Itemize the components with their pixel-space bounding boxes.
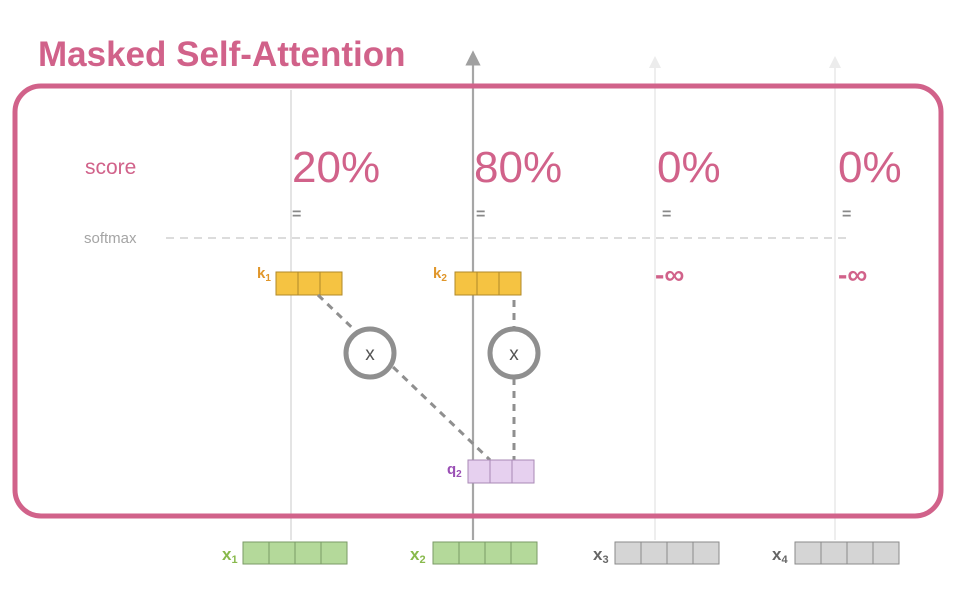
input-label-3: x3: [593, 545, 609, 566]
multiply-operator-1: x: [343, 326, 397, 380]
input-cell: [640, 541, 668, 565]
equals-sign-2: =: [476, 206, 485, 223]
input-cell: [614, 541, 642, 565]
input-token-3: x3: [593, 541, 720, 566]
key-cell: [454, 271, 478, 296]
score-value-3: 0%: [657, 143, 721, 192]
masked-value-4: -∞: [838, 259, 867, 290]
key-cell: [297, 271, 321, 296]
input-token-1: x1: [222, 541, 348, 566]
score-value-4: 0%: [838, 143, 902, 192]
input-token-4: x4: [772, 541, 900, 566]
key-cell: [275, 271, 299, 296]
input-token-2: x2: [410, 541, 538, 566]
input-cell: [794, 541, 822, 565]
input-cell: [458, 541, 486, 565]
key-cell: [476, 271, 500, 296]
softmax-label: softmax: [84, 230, 137, 247]
key-label-1: k1: [257, 265, 271, 284]
input-cell: [432, 541, 460, 565]
key-cell: [319, 271, 343, 296]
input-cell: [692, 541, 720, 565]
query-cell: [511, 459, 535, 484]
key-vector-1: k1: [257, 265, 343, 296]
score-label: score: [85, 156, 136, 179]
query-cell: [467, 459, 491, 484]
query-label: q2: [447, 461, 462, 480]
input-cell: [666, 541, 694, 565]
input-label-4: x4: [772, 545, 788, 566]
input-cell: [294, 541, 322, 565]
query-cell: [489, 459, 513, 484]
dot-product-connector-1: [316, 293, 492, 462]
input-cell: [872, 541, 900, 565]
input-cell: [846, 541, 874, 565]
multiply-circle: [343, 326, 397, 380]
input-cell: [510, 541, 538, 565]
multiply-symbol: x: [509, 344, 519, 365]
key-vector-2: k2: [433, 265, 522, 296]
equals-sign-1: =: [292, 206, 301, 223]
multiply-operator-2: x: [487, 326, 541, 380]
diagram-title: Masked Self-Attention: [38, 35, 406, 74]
input-label-2: x2: [410, 545, 426, 566]
masked-value-3: -∞: [655, 259, 684, 290]
input-cell: [268, 541, 296, 565]
multiply-symbol: x: [365, 344, 375, 365]
input-cell: [320, 541, 348, 565]
attention-frame: [12, 83, 944, 519]
multiply-circle: [487, 326, 541, 380]
key-label-2: k2: [433, 265, 447, 284]
equals-sign-3: =: [662, 206, 671, 223]
score-value-2: 80%: [474, 143, 562, 192]
input-cell: [484, 541, 512, 565]
query-vector-2: q2: [447, 459, 535, 484]
key-cell: [498, 271, 522, 296]
equals-sign-4: =: [842, 206, 851, 223]
input-cell: [820, 541, 848, 565]
score-value-1: 20%: [292, 143, 380, 192]
input-label-1: x1: [222, 545, 238, 566]
input-cell: [242, 541, 270, 565]
